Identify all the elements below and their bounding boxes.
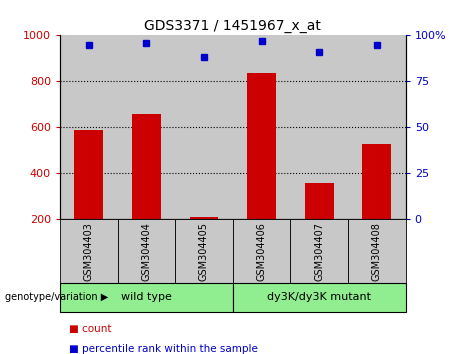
Text: GSM304408: GSM304408 (372, 222, 382, 281)
Text: wild type: wild type (121, 292, 172, 302)
Bar (189, 217, 219, 219)
Bar (233, 35, 290, 219)
Bar (60, 35, 118, 219)
Bar (305, 183, 334, 219)
Bar (348, 35, 406, 219)
Bar (247, 73, 276, 219)
Text: GSM304406: GSM304406 (257, 222, 266, 281)
Bar (74, 130, 103, 219)
Bar (132, 114, 161, 219)
Text: GSM304404: GSM304404 (142, 222, 151, 281)
Title: GDS3371 / 1451967_x_at: GDS3371 / 1451967_x_at (144, 19, 321, 33)
Bar (290, 35, 348, 219)
Bar (362, 143, 391, 219)
Text: GSM304407: GSM304407 (314, 222, 324, 281)
Text: genotype/variation ▶: genotype/variation ▶ (5, 292, 108, 302)
Text: ■ count: ■ count (69, 324, 112, 334)
Text: ■ percentile rank within the sample: ■ percentile rank within the sample (69, 344, 258, 354)
Text: GSM304403: GSM304403 (84, 222, 94, 281)
Text: dy3K/dy3K mutant: dy3K/dy3K mutant (267, 292, 371, 302)
Bar (118, 35, 175, 219)
Bar (175, 35, 233, 219)
Text: GSM304405: GSM304405 (199, 222, 209, 281)
